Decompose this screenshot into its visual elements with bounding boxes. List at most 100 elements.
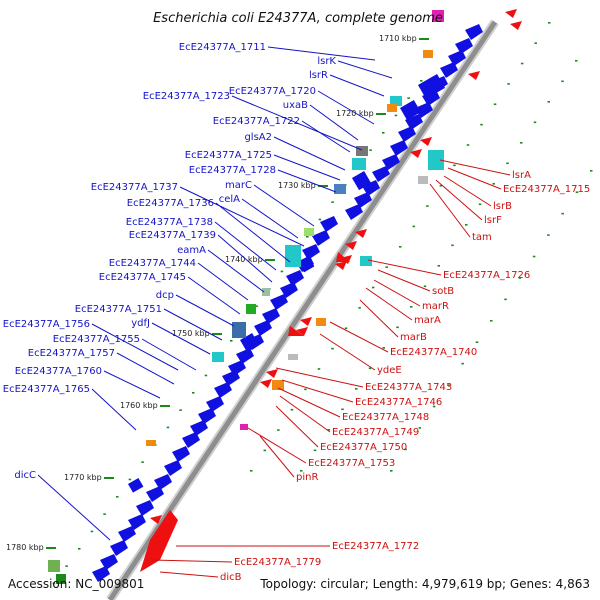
plus-strand-gene-arrow[interactable] xyxy=(222,370,240,386)
plus-strand-gene-arrow[interactable] xyxy=(182,432,200,448)
feature-block[interactable] xyxy=(146,440,156,446)
feature-block[interactable] xyxy=(232,322,246,338)
plus-strand-gene-label[interactable]: EcE24377A_1728 xyxy=(189,165,276,176)
plus-strand-gene-label[interactable]: EcE24377A_1723 xyxy=(143,91,230,102)
feature-block[interactable] xyxy=(423,50,433,58)
plus-strand-gene-label[interactable]: EcE24377A_1736 xyxy=(127,198,214,209)
minus-strand-gene-label[interactable]: EcE24377A_1779 xyxy=(234,557,321,568)
plus-strand-gene-label[interactable]: EcE24377A_1739 xyxy=(129,230,216,241)
plus-strand-gene-label[interactable]: ydfJ xyxy=(131,318,150,329)
plus-strand-gene-arrow[interactable] xyxy=(100,554,118,570)
plus-strand-gene-arrow[interactable] xyxy=(92,566,110,582)
minus-strand-gene-label[interactable]: EcE24377A_1750 xyxy=(320,442,407,453)
feature-block[interactable] xyxy=(56,574,66,584)
minus-strand-gene-label[interactable]: EcE24377A_1715 xyxy=(503,184,590,195)
feature-block[interactable] xyxy=(387,104,397,112)
plus-strand-gene-arrow[interactable] xyxy=(440,62,458,78)
plus-strand-gene-block[interactable] xyxy=(128,477,144,493)
feature-layer[interactable] xyxy=(48,9,522,584)
plus-strand-gene-arrow[interactable] xyxy=(455,38,473,54)
plus-strand-gene-arrow[interactable] xyxy=(172,446,190,462)
minus-strand-gene-arrow[interactable] xyxy=(345,241,357,250)
feature-block[interactable] xyxy=(352,158,366,170)
minus-strand-gene-label[interactable]: lsrF xyxy=(484,215,502,226)
feature-block[interactable] xyxy=(356,146,368,156)
minus-strand-gene-label[interactable]: marA xyxy=(414,315,441,326)
plus-strand-gene-arrow[interactable] xyxy=(422,90,440,106)
feature-block[interactable] xyxy=(334,184,346,194)
feature-block[interactable] xyxy=(390,96,402,106)
minus-strand-gene-arrow[interactable] xyxy=(420,137,432,146)
minus-strand-gene-arrow[interactable] xyxy=(260,379,272,388)
plus-strand-gene-label[interactable]: EcE24377A_1756 xyxy=(3,319,90,330)
plus-strand-gene-arrow[interactable] xyxy=(405,114,423,130)
plus-strand-gene-arrow[interactable] xyxy=(390,140,408,156)
feature-block[interactable] xyxy=(432,10,444,22)
feature-block[interactable] xyxy=(288,354,298,360)
feature-block[interactable] xyxy=(360,256,372,266)
minus-strand-gene-label[interactable]: marR xyxy=(422,301,449,312)
plus-strand-gene-arrow[interactable] xyxy=(382,154,400,170)
feature-block[interactable] xyxy=(212,352,224,362)
minus-strand-gene-label[interactable]: tam xyxy=(472,232,492,243)
plus-strand-gene-label[interactable]: celA xyxy=(219,194,240,205)
plus-strand-gene-label[interactable]: glsA2 xyxy=(244,132,272,143)
plus-strand-gene-arrow[interactable] xyxy=(128,514,146,530)
minus-strand-gene-label[interactable]: lsrB xyxy=(493,201,512,212)
feature-block[interactable] xyxy=(316,318,326,326)
minus-strand-gene-label[interactable]: EcE24377A_1748 xyxy=(342,412,429,423)
plus-strand-gene-arrow[interactable] xyxy=(320,216,338,232)
plus-strand-gene-arrow[interactable] xyxy=(372,166,390,182)
plus-strand-gene-label[interactable]: EcE24377A_1722 xyxy=(213,116,300,127)
minus-strand-gene-label[interactable]: EcE24377A_1746 xyxy=(355,397,442,408)
minus-strand-gene-arrow[interactable] xyxy=(288,326,304,336)
minus-strand-gene-label[interactable]: sotB xyxy=(432,286,454,297)
feature-block[interactable] xyxy=(240,424,248,430)
plus-strand-gene-arrow[interactable] xyxy=(415,102,433,118)
minus-strand-gene-label[interactable]: EcE24377A_1743 xyxy=(365,382,452,393)
minus-strand-gene-arrow[interactable] xyxy=(510,21,522,30)
plus-strand-gene-arrow[interactable] xyxy=(190,420,208,436)
plus-strand-gene-arrow[interactable] xyxy=(465,24,483,40)
minus-strand-gene-label[interactable]: EcE24377A_1726 xyxy=(443,270,530,281)
minus-strand-gene-arrow[interactable] xyxy=(266,369,278,378)
feature-block[interactable] xyxy=(428,150,444,170)
plus-strand-gene-arrow[interactable] xyxy=(398,126,416,142)
minus-strand-gene-label[interactable]: EcE24377A_1753 xyxy=(308,458,395,469)
minus-strand-gene-label[interactable]: EcE24377A_1740 xyxy=(390,347,477,358)
minus-strand-gene-label[interactable]: EcE24377A_1749 xyxy=(332,427,419,438)
minus-strand-gene-arrow[interactable] xyxy=(355,229,367,238)
plus-strand-gene-label[interactable]: EcE24377A_1765 xyxy=(3,384,90,395)
minus-strand-gene-arrow[interactable] xyxy=(410,149,422,158)
plus-strand-gene-arrow[interactable] xyxy=(254,320,272,336)
plus-strand-gene-arrow[interactable] xyxy=(270,294,288,310)
minus-strand-gene-arrow[interactable] xyxy=(296,327,308,336)
minus-strand-gene-label[interactable]: EcE24377A_1772 xyxy=(332,541,419,552)
plus-strand-gene-arrow[interactable] xyxy=(286,270,304,286)
plus-strand-gene-label[interactable]: EcE24377A_1757 xyxy=(28,348,115,359)
feature-block[interactable] xyxy=(262,288,270,296)
minus-strand-gene-label[interactable]: ydeE xyxy=(377,365,402,376)
feature-block[interactable] xyxy=(285,245,301,267)
plus-strand-gene-label[interactable]: EcE24377A_1711 xyxy=(179,42,266,53)
minus-strand-gene-label[interactable]: dicB xyxy=(220,572,242,583)
plus-strand-gene-label[interactable]: lsrK xyxy=(317,56,336,67)
plus-strand-gene-block[interactable] xyxy=(399,100,421,121)
plus-strand-gene-arrow[interactable] xyxy=(312,230,330,246)
feature-block[interactable] xyxy=(304,228,314,236)
plus-strand-gene-arrow[interactable] xyxy=(214,382,232,398)
plus-strand-gene-label[interactable]: EcE24377A_1725 xyxy=(185,150,272,161)
label-layer[interactable]: EcE24377A_1711lsrKlsrREcE24377A_1723EcE2… xyxy=(3,42,591,583)
minus-strand-gene-label[interactable]: pinR xyxy=(296,472,318,483)
plus-strand-gene-arrow[interactable] xyxy=(362,180,380,196)
plus-strand-gene-label[interactable]: EcE24377A_1760 xyxy=(15,366,102,377)
minus-strand-gene-arrow[interactable] xyxy=(468,71,480,80)
plus-strand-gene-label[interactable]: EcE24377A_1745 xyxy=(99,272,186,283)
plus-strand-gene-arrow[interactable] xyxy=(206,396,224,412)
plus-strand-gene-label[interactable]: EcE24377A_1720 xyxy=(229,86,316,97)
minus-strand-gene-label[interactable]: lsrA xyxy=(512,170,531,181)
minus-strand-gene-arrow[interactable] xyxy=(505,9,517,18)
feature-block[interactable] xyxy=(246,304,256,314)
minus-strand-gene-arrow[interactable] xyxy=(336,252,350,262)
